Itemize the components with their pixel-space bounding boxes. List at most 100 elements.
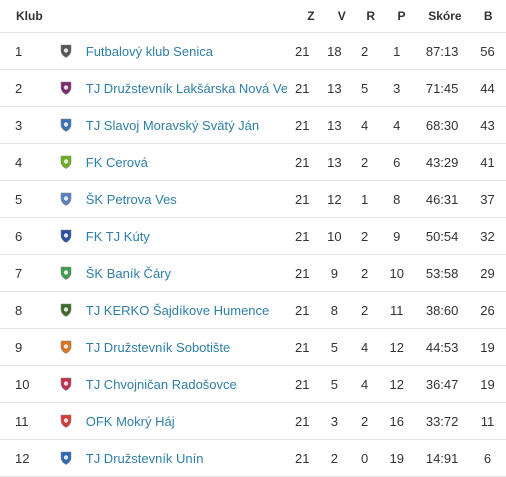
rank-cell: 9 <box>15 339 23 355</box>
draws-cell: 2 <box>361 228 369 244</box>
wins-cell: 13 <box>327 117 342 133</box>
wins-cell: 3 <box>330 413 338 429</box>
played-cell: 21 <box>294 265 310 281</box>
wins-cell: 2 <box>330 450 338 466</box>
table-row: 5 ŠK Petrova Ves 21 12 1 8 46:31 37 <box>0 181 506 218</box>
table-row: 8 TJ KERKO Šajdíkove Humence 21 8 2 11 38:60 2… <box>0 292 506 329</box>
draws-cell: 4 <box>361 339 369 355</box>
losses-cell: 19 <box>389 450 405 466</box>
table-row: 3 TJ Slavoj Moravský Svätý Ján 21 13 4 4 68:3… <box>0 107 506 144</box>
header-played: Z <box>307 9 315 23</box>
club-name-link[interactable]: Futbalový klub Senica <box>85 43 213 59</box>
points-cell: 44 <box>480 80 495 96</box>
draws-cell: 2 <box>361 413 369 429</box>
rank-cell: 6 <box>15 228 23 244</box>
draws-cell: 4 <box>361 376 369 392</box>
losses-cell: 11 <box>390 302 404 318</box>
club-name-link[interactable]: FK Cerová <box>85 154 148 170</box>
wins-cell: 9 <box>330 265 338 281</box>
losses-cell: 3 <box>393 80 401 96</box>
club-name-link[interactable]: TJ Družstevník Sobotište <box>85 339 231 355</box>
losses-cell: 9 <box>393 228 401 244</box>
points-cell: 37 <box>480 191 495 207</box>
table-row: 11 OFK Mokrý Háj 21 3 2 16 33:72 11 <box>0 403 506 440</box>
wins-cell: 5 <box>330 339 338 355</box>
rank-cell: 1 <box>15 43 23 59</box>
losses-cell: 8 <box>393 191 401 207</box>
points-cell: 56 <box>480 43 495 59</box>
draws-cell: 4 <box>361 117 369 133</box>
club-name-link[interactable]: TJ Chvojničan Radošovce <box>85 376 237 392</box>
blue-shield-icon <box>35 229 81 243</box>
wins-cell: 10 <box>327 228 342 244</box>
score-cell: 43:29 <box>425 154 459 170</box>
table-row: 2 TJ Družstevník Lakšárska Nová Ves 21 13 5… <box>0 70 506 107</box>
points-cell: 19 <box>480 376 495 392</box>
played-cell: 21 <box>294 413 310 429</box>
club-name-link[interactable]: FK TJ Kúty <box>85 228 150 244</box>
points-cell: 29 <box>480 265 495 281</box>
table-header: Klub Z V R P Skóre B <box>0 0 506 33</box>
club-name-link[interactable]: TJ Družstevník Lakšárska Nová Ves <box>85 80 287 96</box>
draws-cell: 2 <box>361 302 369 318</box>
wins-cell: 13 <box>327 80 342 96</box>
points-cell: 41 <box>480 154 495 170</box>
points-cell: 32 <box>480 228 495 244</box>
rank-cell: 4 <box>15 154 23 170</box>
club-name-link[interactable]: OFK Mokrý Háj <box>85 413 175 429</box>
draws-cell: 5 <box>361 80 369 96</box>
score-cell: 71:45 <box>425 80 459 96</box>
header-club: Klub <box>16 9 43 23</box>
played-cell: 21 <box>294 339 310 355</box>
played-cell: 21 <box>294 43 310 59</box>
club-name-link[interactable]: ŠK Baník Čáry <box>85 265 172 281</box>
club-name-link[interactable]: TJ Družstevník Unín <box>85 450 204 466</box>
points-cell: 6 <box>483 450 492 466</box>
table-row: 10 TJ Chvojničan Radošovce 21 5 4 12 36:47 19 <box>0 366 506 403</box>
circle-crest-icon <box>35 377 81 391</box>
played-cell: 21 <box>294 154 310 170</box>
rank-cell: 7 <box>15 265 23 281</box>
losses-cell: 16 <box>389 413 405 429</box>
club-name-link[interactable]: TJ KERKO Šajdíkove Humence <box>85 302 270 318</box>
played-cell: 21 <box>294 302 310 318</box>
played-cell: 21 <box>294 80 310 96</box>
wins-cell: 5 <box>330 376 338 392</box>
club-name-link[interactable]: TJ Slavoj Moravský Svätý Ján <box>85 117 260 133</box>
table-row: 4 FK Cerová 21 13 2 6 43:29 41 <box>0 144 506 181</box>
green-crest-icon <box>35 155 81 169</box>
table-row: 9 TJ Družstevník Sobotište 21 5 4 12 44:53 19 <box>0 329 506 366</box>
club-name-link[interactable]: ŠK Petrova Ves <box>85 191 177 207</box>
orange-crest-icon <box>35 340 81 354</box>
ball-crest-icon <box>35 44 81 58</box>
table-row: 6 FK TJ Kúty 21 10 2 9 50:54 32 <box>0 218 506 255</box>
losses-cell: 1 <box>393 43 401 59</box>
draws-cell: 2 <box>361 265 369 281</box>
rank-cell: 5 <box>15 191 23 207</box>
wins-cell: 8 <box>330 302 338 318</box>
table-row: 1 Futbalový klub Senica 21 18 2 1 87:13 56 <box>0 33 506 70</box>
points-cell: 26 <box>480 302 495 318</box>
played-cell: 21 <box>294 376 310 392</box>
striped-crest-icon <box>35 118 81 132</box>
header-wins: V <box>337 9 346 23</box>
draws-cell: 2 <box>361 43 369 59</box>
losses-cell: 12 <box>389 339 405 355</box>
table-row: 12 TJ Družstevník Unín 21 2 0 19 14:91 6 <box>0 440 506 477</box>
score-cell: 36:47 <box>425 376 459 392</box>
played-cell: 21 <box>294 117 310 133</box>
table-row: 7 ŠK Baník Čáry 21 9 2 10 53:58 29 <box>0 255 506 292</box>
round-green-crest-icon <box>35 266 81 280</box>
score-cell: 33:72 <box>425 413 459 429</box>
shield-crest-icon <box>35 81 81 95</box>
table-body: 1 Futbalový klub Senica 21 18 2 1 87:13 56 2 TJ… <box>0 33 506 477</box>
header-losses: P <box>397 9 406 23</box>
points-cell: 19 <box>480 339 495 355</box>
rank-cell: 8 <box>15 302 23 318</box>
rank-cell: 12 <box>15 450 30 466</box>
wins-cell: 12 <box>327 191 342 207</box>
played-cell: 21 <box>294 191 310 207</box>
rank-cell: 2 <box>15 80 23 96</box>
score-cell: 44:53 <box>425 339 459 355</box>
